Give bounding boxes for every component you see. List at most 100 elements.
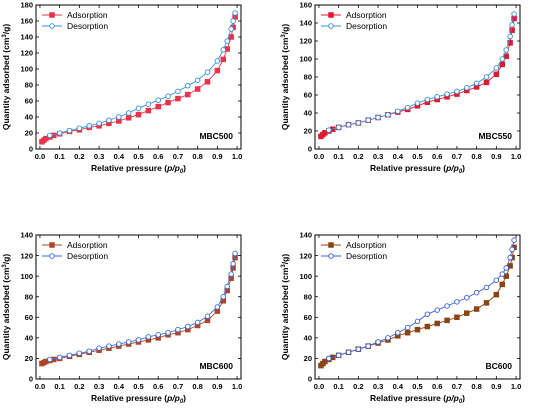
x-tick-label: 1.0 — [511, 382, 521, 391]
data-point-adsorption — [464, 310, 470, 316]
data-point-desorption — [230, 261, 236, 267]
x-tick-label: 0.9 — [491, 152, 501, 161]
data-point-desorption — [464, 294, 470, 301]
y-tick-label: 0 — [308, 145, 312, 154]
data-point-desorption — [385, 112, 391, 118]
data-point-desorption — [454, 299, 460, 305]
x-tick-label: 0.1 — [54, 152, 64, 161]
x-tick-label: 0.7 — [173, 152, 183, 161]
x-tick-label: 0.4 — [393, 152, 404, 161]
data-point-desorption — [509, 246, 515, 253]
data-point-adsorption — [145, 107, 152, 114]
y-axis-label: Quantity adsorbed (cm3/g) — [1, 24, 11, 130]
x-tick-label: 0.5 — [133, 152, 143, 161]
legend-marker — [328, 253, 334, 259]
x-tick-label: 0.7 — [452, 152, 462, 161]
data-point-adsorption — [424, 323, 431, 330]
data-point-adsorption — [444, 317, 450, 324]
data-point-desorption — [228, 26, 234, 32]
data-point-adsorption — [511, 15, 517, 22]
x-tick-label: 0.9 — [212, 382, 222, 391]
data-point-desorption — [509, 22, 515, 28]
data-point-desorption — [116, 341, 122, 347]
y-tick-label: 180 — [20, 1, 33, 10]
data-point-adsorption — [509, 27, 515, 33]
legend-entry-adsorption: Adsorption — [346, 240, 387, 250]
data-point-desorption — [414, 100, 421, 106]
data-point-desorption — [56, 130, 63, 136]
y-tick-label: 120 — [20, 251, 33, 260]
legend-marker — [49, 253, 55, 259]
data-point-desorption — [155, 97, 161, 103]
data-point-desorption — [106, 117, 112, 123]
data-point-desorption — [145, 334, 152, 340]
chart-panel-3: 0.0 0.1 0.2 0.3 0.4 0.5 0.6 0.7 0.8 0.9 1.0 0 20 40 60… — [1, 231, 242, 405]
data-point-desorption — [395, 329, 401, 336]
data-point-desorption — [434, 307, 440, 313]
data-point-desorption — [125, 339, 132, 345]
data-point-adsorption — [473, 306, 480, 312]
legend-marker — [49, 242, 55, 248]
data-point-adsorption — [434, 320, 440, 327]
data-point-adsorption — [125, 115, 132, 121]
data-point-desorption — [135, 337, 142, 343]
y-tick-label: 60 — [304, 91, 312, 100]
data-point-adsorption — [155, 103, 161, 110]
x-tick-label: 1.0 — [232, 382, 242, 391]
data-point-adsorption — [483, 300, 490, 306]
y-axis-label: Quantity adsorbed (cm3/g) — [280, 254, 290, 360]
data-point-desorption — [96, 120, 102, 127]
x-tick-label: 0.6 — [153, 152, 163, 161]
y-tick-label: 40 — [25, 113, 33, 122]
data-point-desorption — [165, 93, 171, 99]
y-tick-label: 0 — [308, 375, 312, 384]
data-point-desorption — [214, 304, 221, 310]
y-tick-label: 60 — [25, 313, 33, 322]
x-tick-label: 0.2 — [353, 152, 363, 161]
legend-entry-adsorption: Adsorption — [67, 240, 108, 250]
data-point-desorption — [194, 319, 201, 326]
x-tick-label: 0.3 — [94, 382, 104, 391]
x-axis-label: Relative pressure (p/p0) — [370, 393, 465, 405]
data-point-desorption — [511, 237, 517, 243]
y-tick-label: 20 — [25, 354, 33, 363]
series-desorption — [47, 250, 238, 363]
y-tick-label: 120 — [20, 49, 33, 58]
data-point-adsorption — [228, 34, 234, 40]
x-tick-label: 0.0 — [314, 382, 324, 391]
data-point-adsorption — [165, 99, 171, 106]
data-point-desorption — [335, 352, 342, 359]
data-point-desorption — [355, 120, 362, 126]
y-tick-label: 100 — [20, 65, 33, 74]
data-point-desorption — [86, 123, 92, 129]
data-point-desorption — [47, 132, 53, 139]
x-tick-label: 0.6 — [432, 382, 442, 391]
y-tick-label: 40 — [304, 334, 312, 343]
y-tick-label: 140 — [299, 231, 312, 240]
data-point-desorption — [507, 33, 513, 40]
y-tick-label: 60 — [25, 97, 33, 106]
x-tick-label: 1.0 — [511, 152, 521, 161]
data-point-desorption — [345, 349, 352, 356]
y-tick-label: 80 — [304, 73, 312, 82]
data-point-desorption — [507, 254, 513, 261]
data-point-desorption — [96, 345, 102, 351]
data-point-desorption — [155, 332, 161, 338]
data-point-adsorption — [175, 95, 181, 102]
legend-marker — [49, 23, 55, 29]
x-tick-label: 0.2 — [74, 152, 84, 161]
x-tick-label: 0.0 — [314, 152, 324, 161]
data-point-desorption — [473, 80, 480, 87]
data-point-desorption — [499, 56, 506, 62]
data-point-desorption — [493, 65, 500, 71]
data-point-desorption — [454, 88, 460, 95]
legend-marker — [328, 12, 334, 18]
legend-marker — [49, 12, 55, 18]
data-point-adsorption — [499, 281, 506, 288]
data-point-adsorption — [404, 329, 411, 336]
x-tick-label: 0.4 — [114, 382, 125, 391]
data-point-desorption — [326, 127, 332, 133]
